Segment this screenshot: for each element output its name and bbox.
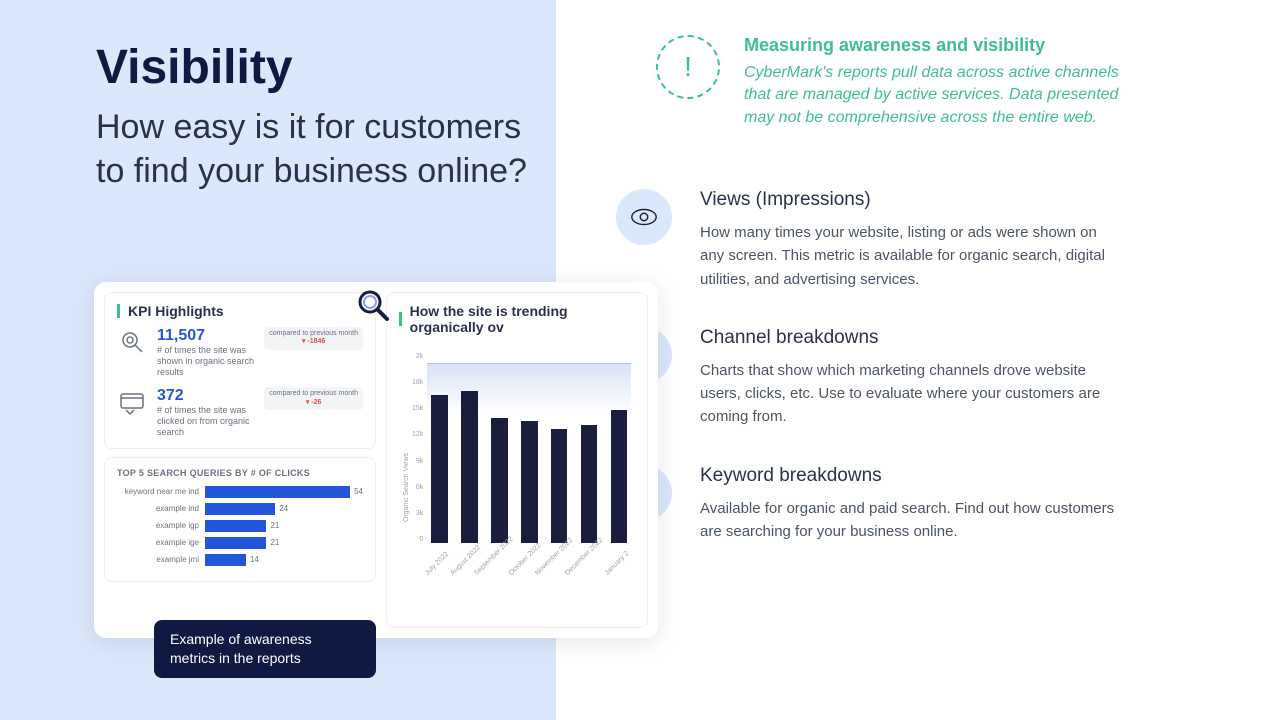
page-subtitle: How easy is it for customers to find you… <box>96 105 536 193</box>
ytick: 6k <box>412 484 423 491</box>
query-bar <box>205 537 266 549</box>
left-panel: Visibility How easy is it for customers … <box>0 0 556 720</box>
trend-bar-col: July 2022 <box>427 353 451 543</box>
trend-bar-col: January 2 <box>607 353 631 543</box>
right-panel: ! Measuring awareness and visibility Cyb… <box>556 0 1280 720</box>
feature: Views (Impressions) How many times your w… <box>616 189 1230 291</box>
query-label: keyword near me ind <box>117 487 199 496</box>
query-bar <box>205 520 266 532</box>
kpi-card: KPI Highlights 11,507# of times the site… <box>104 292 376 449</box>
query-label: example ind <box>117 504 199 513</box>
page-title: Visibility <box>96 40 516 95</box>
query-bar <box>205 554 246 566</box>
query-bar <box>205 503 275 515</box>
kpi-compare: compared to previous month▾ -26 <box>264 387 363 410</box>
kpi-value: 11,507 <box>157 327 254 345</box>
feature-title: Views (Impressions) <box>700 189 1120 211</box>
query-row: example ind 24 <box>117 503 363 515</box>
query-value: 21 <box>270 521 279 530</box>
eye-icon <box>616 189 672 245</box>
trend-bar <box>581 425 598 543</box>
trend-bar <box>551 429 568 543</box>
feature-title: Channel breakdowns <box>700 327 1120 349</box>
kpi-compare: compared to previous month▾ -1846 <box>264 327 363 350</box>
trend-bar-col: August 2022 <box>457 353 481 543</box>
queries-card: TOP 5 SEARCH QUERIES BY # OF CLICKS keyw… <box>104 457 376 582</box>
kpi-row: 11,507# of times the site was shown in o… <box>117 327 363 377</box>
feature-body: How many times your website, listing or … <box>700 221 1120 291</box>
trend-bar-col: November 2022 <box>547 353 571 543</box>
eye-search-icon <box>117 327 147 357</box>
trend-bar <box>461 391 478 543</box>
alert-icon: ! <box>656 35 720 99</box>
kpi-header: KPI Highlights <box>128 303 224 319</box>
query-label: example jmi <box>117 555 199 564</box>
dashboard-preview: KPI Highlights 11,507# of times the site… <box>94 282 658 638</box>
kpi-value: 372 <box>157 387 254 405</box>
trend-xlabel: January 2 <box>604 550 631 577</box>
query-row: keyword near me ind 54 <box>117 486 363 498</box>
ytick: 3k <box>412 510 423 517</box>
notice-body: CyberMark's reports pull data across act… <box>744 62 1134 129</box>
trend-header: How the site is trending organically ov <box>410 303 635 335</box>
query-row: example jmi 14 <box>117 554 363 566</box>
caption-badge: Example of awareness metrics in the repo… <box>154 620 376 678</box>
feature: Channel breakdowns Charts that show which… <box>616 327 1230 429</box>
trend-bar-col: October 2022 <box>517 353 541 543</box>
ytick: 0 <box>412 536 423 543</box>
trend-bar <box>521 421 538 543</box>
feature: Keyword breakdowns Available for organic … <box>616 465 1230 544</box>
notice: ! Measuring awareness and visibility Cyb… <box>616 35 1230 129</box>
notice-title: Measuring awareness and visibility <box>744 35 1134 56</box>
trend-bar <box>491 418 508 543</box>
feature-body: Charts that show which marketing channel… <box>700 359 1120 429</box>
ytick: 15k <box>412 405 423 412</box>
trend-xlabel: July 2022 <box>424 551 450 577</box>
query-label: example igp <box>117 521 199 530</box>
ytick: 12k <box>412 431 423 438</box>
ytick: 9k <box>412 458 423 465</box>
site-click-icon <box>117 387 147 417</box>
query-value: 14 <box>250 555 259 564</box>
query-value: 21 <box>270 538 279 547</box>
query-value: 54 <box>354 487 363 496</box>
kpi-desc: # of times the site was shown in organic… <box>157 345 254 377</box>
ytick: 18k <box>412 379 423 386</box>
query-row: example igp 21 <box>117 520 363 532</box>
trend-bar-col: December 2022 <box>577 353 601 543</box>
query-label: example ige <box>117 538 199 547</box>
feature-body: Available for organic and paid search. F… <box>700 497 1120 544</box>
query-bar <box>205 486 350 498</box>
kpi-row: 372# of times the site was clicked on fr… <box>117 387 363 437</box>
trend-ylabel: Organic Search Views <box>403 413 410 522</box>
kpi-desc: # of times the site was clicked on from … <box>157 405 254 437</box>
query-value: 24 <box>279 504 288 513</box>
magnifier-icon <box>355 287 391 323</box>
ytick: 2k <box>412 353 423 360</box>
trend-bar <box>611 410 628 543</box>
query-row: example ige 21 <box>117 537 363 549</box>
trend-bar <box>431 395 448 543</box>
feature-title: Keyword breakdowns <box>700 465 1120 487</box>
queries-header: TOP 5 SEARCH QUERIES BY # OF CLICKS <box>117 468 363 478</box>
trend-bar-col: September 2022 <box>487 353 511 543</box>
trend-card: How the site is trending organically ov … <box>386 292 648 628</box>
